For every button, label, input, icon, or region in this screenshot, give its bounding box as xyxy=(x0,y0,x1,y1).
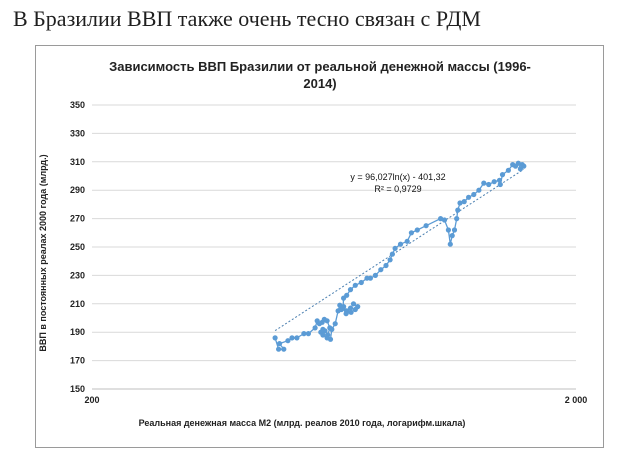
data-point xyxy=(451,227,458,233)
y-tick-label: 270 xyxy=(70,214,85,224)
y-tick-label: 170 xyxy=(70,356,85,366)
y-tick-label: 150 xyxy=(70,384,85,394)
data-point xyxy=(505,167,511,173)
data-point xyxy=(344,292,350,298)
r-squared-label: R² = 0,9729 xyxy=(374,184,421,194)
data-point xyxy=(350,301,357,307)
data-point xyxy=(347,305,354,311)
data-point xyxy=(378,267,384,273)
data-point xyxy=(414,227,420,233)
x-tick-label: 2 000 xyxy=(565,395,588,405)
data-point xyxy=(289,335,295,341)
data-point xyxy=(447,241,453,247)
data-point xyxy=(329,326,335,332)
data-point xyxy=(272,335,278,341)
data-point xyxy=(285,338,291,344)
data-point xyxy=(367,275,373,281)
data-point xyxy=(454,216,460,222)
data-point xyxy=(408,230,414,236)
data-point xyxy=(276,346,282,352)
data-point xyxy=(294,335,300,341)
slide-title: В Бразилии ВВП также очень тесно связан … xyxy=(13,6,481,31)
data-point xyxy=(441,217,448,223)
x-axis-label: Реальная денежная масса М2 (млрд. реалов… xyxy=(139,418,466,428)
data-point xyxy=(324,318,330,324)
chart-title-line-1: Зависимость ВВП Бразилии от реальной ден… xyxy=(109,59,531,74)
data-point xyxy=(499,172,506,178)
data-point xyxy=(358,279,364,286)
y-tick-label: 230 xyxy=(70,270,85,280)
data-point xyxy=(352,306,358,313)
data-points xyxy=(272,160,527,352)
data-point xyxy=(476,187,482,193)
data-point xyxy=(320,332,326,338)
y-axis-ticks: 150 170 190 210 230 250 270 290 310 330 350 xyxy=(70,100,85,394)
data-point xyxy=(455,207,461,213)
data-point xyxy=(404,238,410,244)
data-point xyxy=(515,160,521,166)
data-point xyxy=(449,233,455,239)
data-point xyxy=(457,200,463,206)
data-point xyxy=(423,223,429,229)
y-tick-label: 330 xyxy=(70,128,85,138)
data-point xyxy=(372,272,378,278)
data-point xyxy=(383,262,389,269)
x-axis-ticks: 200 2 000 xyxy=(84,395,587,405)
data-point xyxy=(397,241,404,247)
y-tick-label: 310 xyxy=(70,157,85,167)
data-point xyxy=(438,216,444,222)
data-point xyxy=(281,346,287,352)
data-point xyxy=(276,341,283,347)
data-point xyxy=(461,199,467,205)
data-point xyxy=(327,336,334,342)
y-tick-label: 210 xyxy=(70,299,85,309)
data-point xyxy=(312,325,318,331)
y-tick-label: 350 xyxy=(70,100,85,110)
data-point xyxy=(392,245,398,251)
data-point xyxy=(305,331,311,337)
chart-title-line-2: 2014) xyxy=(303,76,336,91)
data-point xyxy=(481,180,487,186)
trendline xyxy=(274,168,525,332)
x-tick-label: 200 xyxy=(84,395,99,405)
chart-frame: Зависимость ВВП Бразилии от реальной ден… xyxy=(35,45,604,448)
data-point xyxy=(521,163,527,169)
data-point xyxy=(347,287,354,293)
trendline-equation: y = 96,027ln(x) - 401,32 xyxy=(350,172,445,182)
y-tick-label: 250 xyxy=(70,242,85,252)
data-point xyxy=(387,257,393,263)
data-point xyxy=(471,191,477,198)
gridlines xyxy=(92,104,576,362)
data-point xyxy=(352,282,358,288)
data-point xyxy=(343,311,349,317)
y-axis-label: ВВП в постоянных реалах 2000 года (млрд.… xyxy=(38,154,48,351)
data-point xyxy=(389,251,395,257)
data-point xyxy=(348,309,354,315)
data-point xyxy=(340,305,346,311)
y-tick-label: 290 xyxy=(70,185,85,195)
data-point xyxy=(301,331,307,337)
data-point xyxy=(332,321,338,327)
data-point xyxy=(486,181,492,188)
data-point xyxy=(497,181,503,188)
data-point xyxy=(491,179,497,185)
data-point xyxy=(445,227,451,233)
scatter-chart: Зависимость ВВП Бразилии от реальной ден… xyxy=(38,59,587,428)
data-point xyxy=(496,177,503,183)
data-point xyxy=(466,194,472,200)
y-tick-label: 190 xyxy=(70,327,85,337)
